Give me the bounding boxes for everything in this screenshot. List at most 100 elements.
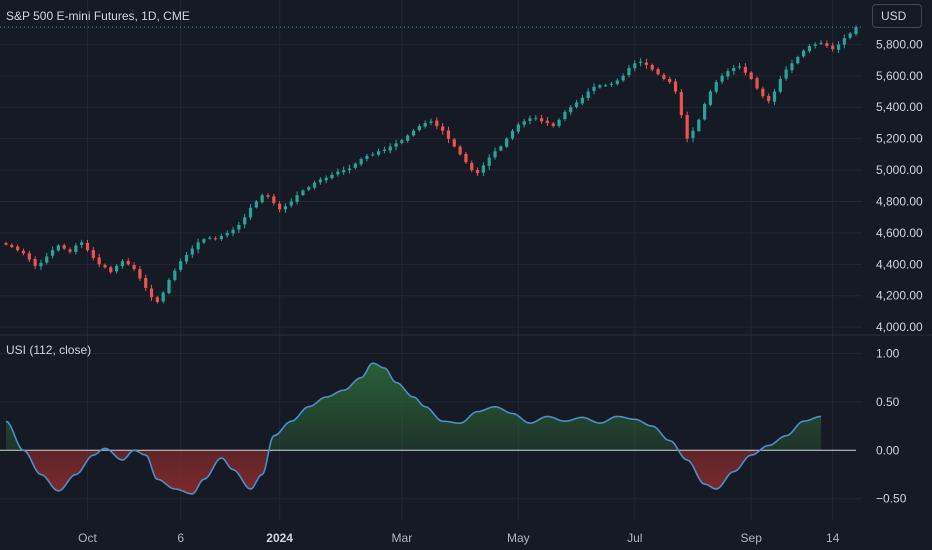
- candle-body: [703, 104, 707, 120]
- candle-body: [574, 102, 579, 107]
- candle-body: [132, 265, 136, 270]
- candle-body: [144, 277, 148, 288]
- candle-body: [179, 261, 183, 270]
- price-tick-label: 4,000.00: [876, 320, 923, 334]
- candle-body: [505, 138, 509, 147]
- candle-body: [115, 265, 119, 272]
- price-axis[interactable]: 5,800.00 5,600.00 5,400.00 5,200.00 5,000.00…: [876, 37, 923, 334]
- candle-body: [423, 122, 427, 127]
- candle-body: [499, 146, 503, 151]
- candle-body: [842, 38, 846, 45]
- candle-body: [411, 130, 416, 136]
- candle-body: [609, 83, 614, 85]
- usi-series: [0, 362, 856, 495]
- candle-body: [388, 146, 392, 151]
- candle-body: [97, 257, 101, 265]
- candle-body: [184, 254, 189, 262]
- candle-body: [109, 267, 113, 273]
- candle-body: [638, 61, 643, 63]
- candle-body: [155, 297, 159, 303]
- candle-body: [685, 114, 689, 139]
- candle-body: [452, 139, 456, 147]
- candle-body: [266, 195, 270, 197]
- time-tick-label: Jul: [627, 531, 642, 545]
- candle-body: [429, 121, 433, 123]
- candle-body: [446, 130, 451, 139]
- candle-body: [400, 140, 404, 143]
- candle-body: [644, 62, 649, 65]
- symbol-title: S&P 500 E-mini Futures, 1D, CME: [6, 9, 190, 23]
- price-tick-label: 4,400.00: [876, 257, 923, 271]
- candle-body: [720, 75, 724, 82]
- candle-body: [475, 170, 480, 174]
- currency-selector[interactable]: USD: [872, 4, 922, 28]
- candle-body: [796, 56, 800, 64]
- candle-body: [825, 43, 829, 46]
- usi-tick-label: 1.00: [876, 346, 900, 360]
- candle-body: [743, 66, 747, 73]
- candle-body: [551, 123, 555, 127]
- candle-body: [516, 124, 520, 132]
- candle-body: [493, 151, 497, 158]
- candle-body: [435, 120, 439, 127]
- candle-body: [580, 97, 584, 104]
- candle-body: [650, 64, 654, 70]
- candle-body: [56, 245, 60, 251]
- candle-body: [307, 187, 311, 190]
- candle-body: [761, 88, 765, 97]
- candle-body: [289, 201, 293, 206]
- time-tick-label: 6: [177, 531, 184, 545]
- candle-body: [534, 118, 538, 120]
- indicator-title: USI (112, close): [6, 343, 91, 357]
- candle-body: [836, 44, 841, 50]
- candle-body: [219, 236, 224, 240]
- price-tick-label: 5,600.00: [876, 69, 923, 83]
- usi-positive-fill: [6, 363, 822, 451]
- candle-body: [173, 270, 177, 280]
- candle-body: [62, 245, 66, 249]
- candle-body: [679, 92, 683, 116]
- usi-axis[interactable]: 1.00 0.50 0.00 −0.50: [876, 346, 907, 505]
- price-tick-label: 5,800.00: [876, 37, 923, 51]
- candle-body: [848, 33, 852, 38]
- usi-line: [5, 362, 822, 495]
- candle-body: [161, 292, 165, 302]
- time-axis[interactable]: Oct 6 2024 Mar May Jul Sep 14: [78, 531, 840, 545]
- candle-body: [819, 42, 823, 44]
- candle-body: [336, 171, 340, 175]
- candle-body: [458, 146, 462, 155]
- candle-body: [522, 121, 526, 125]
- candle-body: [394, 143, 398, 147]
- candle-body: [120, 261, 125, 267]
- candle-body: [441, 126, 445, 131]
- candle-body: [592, 86, 596, 92]
- candle-body: [283, 206, 288, 210]
- candle-body: [126, 260, 130, 265]
- candle-body: [208, 237, 212, 239]
- candle-body: [510, 130, 515, 139]
- candle-body: [633, 63, 637, 69]
- candle-body: [4, 243, 8, 245]
- price-tick-label: 5,200.00: [876, 132, 923, 146]
- candle-body: [330, 174, 334, 179]
- candle-body: [225, 232, 229, 236]
- candle-body: [243, 217, 247, 225]
- candle-body: [16, 246, 20, 251]
- candle-body: [272, 196, 276, 204]
- time-tick-label: Oct: [78, 531, 97, 545]
- price-tick-label: 4,600.00: [876, 226, 923, 240]
- candle-body: [627, 67, 631, 76]
- candle-body: [21, 250, 26, 254]
- candlestick-series: [4, 25, 858, 304]
- candle-body: [831, 45, 835, 50]
- candle-body: [324, 177, 328, 181]
- candle-body: [854, 27, 858, 35]
- usi-tick-label: 0.50: [876, 395, 900, 409]
- candle-body: [656, 69, 660, 75]
- candle-body: [697, 119, 701, 132]
- candle-body: [382, 149, 387, 151]
- time-tick-label: Sep: [741, 531, 763, 545]
- usi-negative-fill: [6, 450, 822, 494]
